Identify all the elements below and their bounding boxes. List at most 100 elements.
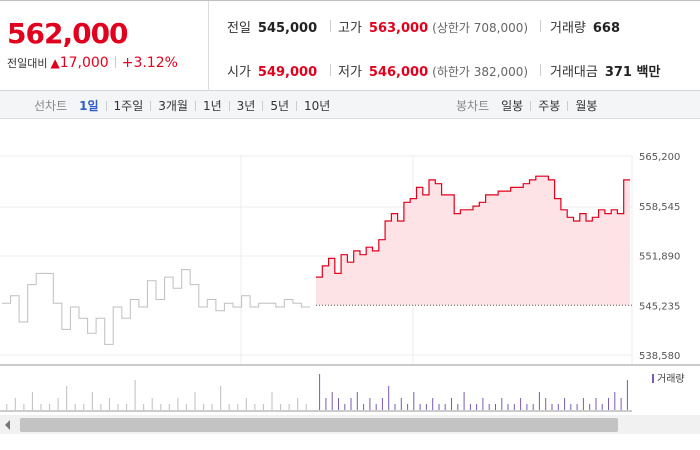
volume-bar	[400, 398, 402, 410]
divider	[150, 101, 152, 111]
stat-label: 시가	[227, 65, 251, 80]
volume-bar	[388, 386, 390, 410]
volume-bar	[564, 398, 566, 410]
stat-value: 371 백만	[604, 65, 661, 80]
volume-bar	[74, 404, 76, 410]
divider	[228, 101, 230, 111]
upper-limit: (상한가 708,000)	[432, 21, 529, 35]
volume-bar	[394, 404, 396, 410]
volume-bar	[589, 404, 591, 410]
divider	[114, 56, 116, 68]
volume-bar	[507, 404, 509, 410]
stat-value: 549,000	[257, 65, 318, 80]
volume-bar	[288, 404, 290, 410]
volume-plot	[6, 374, 628, 410]
tab-monthly[interactable]: 월봉	[575, 99, 598, 113]
tab-5y[interactable]: 5년	[270, 99, 290, 113]
stat-high: 고가 563,000 (상한가 708,000)	[338, 17, 528, 36]
candle-chart-tabs: 봉차트 일봉 주봉 월봉	[456, 97, 597, 114]
tab-3m[interactable]: 3개월	[158, 99, 188, 113]
stat-amount: 거래대금 371 백만	[550, 61, 660, 80]
volume-bar	[203, 404, 205, 410]
stat-label: 저가	[338, 65, 362, 80]
volume-bar	[160, 404, 162, 410]
volume-bar	[614, 392, 616, 410]
volume-bar	[526, 404, 528, 410]
tab-3y[interactable]: 3년	[236, 99, 256, 113]
stat-prev-close: 전일 545,000	[227, 17, 317, 36]
scroll-thumb[interactable]	[20, 418, 618, 432]
divider	[540, 20, 541, 32]
stat-value: 546,000	[368, 65, 429, 80]
period-tab-bar: 선차트 1일 1주일 3개월 1년 3년 5년 10년 봉차트 일봉 주봉 월봉	[0, 91, 700, 119]
volume-bar	[369, 398, 371, 410]
volume-bar	[363, 404, 365, 410]
volume-bar	[381, 398, 383, 410]
volume-bar	[595, 398, 597, 410]
y-tick-label: 551,890	[639, 252, 680, 263]
volume-bar	[134, 380, 136, 410]
up-arrow-icon: ▲	[50, 56, 60, 70]
lower-limit: (하한가 382,000)	[432, 65, 529, 79]
stat-value: 668	[592, 21, 621, 36]
divider	[262, 101, 264, 111]
tab-1w[interactable]: 1주일	[113, 99, 144, 113]
volume-bar	[83, 404, 85, 410]
divider	[296, 101, 298, 111]
volume-bar	[211, 404, 213, 410]
volume-bar	[6, 404, 8, 410]
price-plot	[2, 175, 632, 345]
horizontal-scrollbar[interactable]	[0, 415, 700, 434]
volume-bar	[319, 374, 321, 410]
volume-bar	[570, 404, 572, 410]
stat-low: 저가 546,000 (하한가 382,000)	[338, 61, 528, 80]
change-label: 전일대비	[7, 57, 48, 70]
today-area-fill	[316, 176, 630, 306]
change-amount: 17,000	[59, 55, 109, 71]
volume-bar	[501, 398, 503, 410]
stat-volume: 거래량 668	[550, 17, 620, 36]
tab-weekly[interactable]: 주봉	[538, 99, 561, 113]
volume-bar	[40, 404, 42, 410]
volume-bar	[228, 404, 230, 410]
volume-bar	[482, 398, 484, 410]
volume-bar	[57, 398, 59, 410]
volume-bar	[620, 398, 622, 410]
y-tick-label: 545,235	[639, 301, 680, 312]
y-axis: 565,200 558,545 551,890 545,235 538,580	[639, 152, 680, 362]
volume-bar	[91, 392, 93, 410]
divider	[567, 101, 569, 111]
stat-label: 전일	[227, 21, 251, 36]
divider	[105, 101, 107, 111]
volume-bar	[444, 404, 446, 410]
today-price-line	[316, 175, 630, 278]
tab-1y[interactable]: 1년	[202, 99, 222, 113]
volume-bar	[325, 398, 327, 410]
tab-10y[interactable]: 10년	[304, 99, 331, 113]
volume-bar	[237, 404, 239, 410]
volume-bar	[143, 404, 145, 410]
volume-bar	[513, 404, 515, 410]
volume-bar	[280, 404, 282, 410]
volume-bar	[177, 398, 179, 410]
tab-1d[interactable]: 1일	[79, 99, 99, 113]
volume-bar	[451, 398, 452, 410]
volume-bar	[31, 392, 33, 410]
volume-bar	[476, 404, 478, 410]
stat-value: 563,000	[368, 21, 429, 36]
tab-daily[interactable]: 일봉	[501, 99, 524, 113]
volume-bar	[254, 404, 256, 410]
volume-legend-swatch	[652, 374, 654, 383]
volume-bar	[100, 404, 102, 410]
volume-bar	[356, 392, 358, 410]
volume-bar	[350, 398, 352, 410]
volume-bar	[532, 404, 534, 410]
current-price: 562,000	[7, 17, 129, 50]
volume-bar	[262, 404, 264, 410]
volume-bar	[375, 404, 377, 410]
stat-label: 거래대금	[550, 65, 598, 80]
volume-bar	[419, 404, 421, 410]
volume-bar	[338, 398, 339, 410]
volume-bar	[185, 404, 187, 410]
volume-bar	[194, 392, 196, 410]
